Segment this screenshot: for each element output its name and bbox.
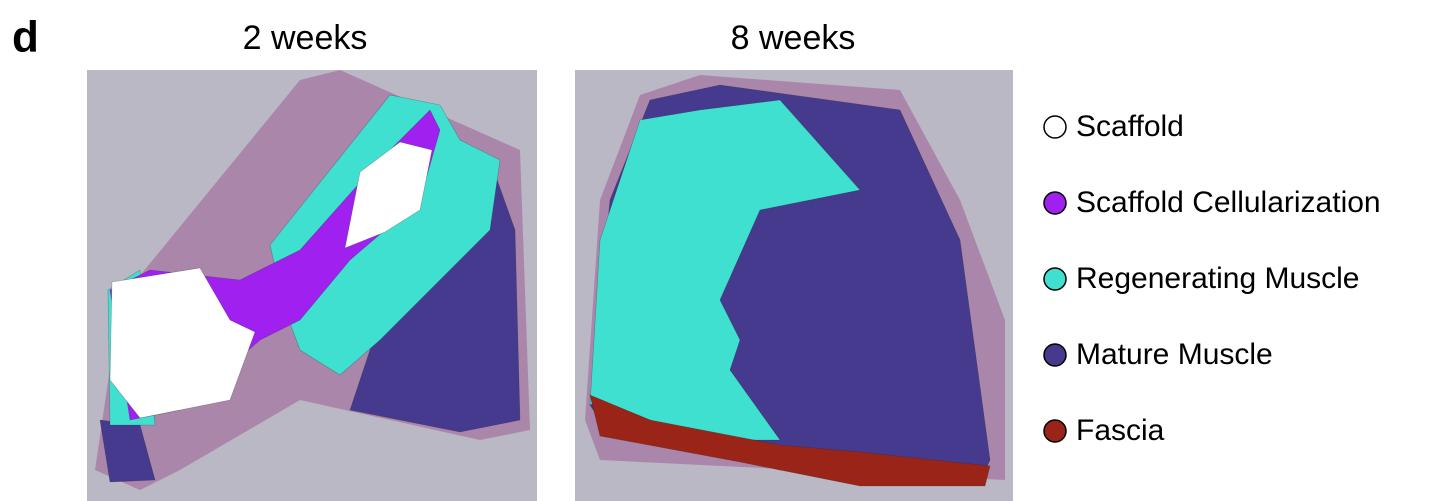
legend-swatch [1044, 344, 1066, 366]
legend-label: Scaffold [1076, 110, 1184, 143]
legend-label: Scaffold Cellularization [1076, 186, 1381, 219]
tissue-image [87, 70, 537, 501]
legend-label: Regenerating Muscle [1076, 262, 1360, 295]
legend-swatch [1044, 116, 1066, 138]
tissue-image [575, 70, 1013, 501]
panel-title: 8 weeks [731, 19, 856, 57]
panel-label: d [12, 13, 39, 62]
legend-swatch [1044, 268, 1066, 290]
legend-label: Fascia [1076, 414, 1165, 447]
legend-swatch [1044, 192, 1066, 214]
legend-label: Mature Muscle [1076, 338, 1273, 371]
legend: Scaffold Scaffold Cellularization Regenera… [1044, 110, 1381, 447]
figure: d 2 weeks 8 weeks Scaffold Scaffold Cellu… [0, 0, 1455, 501]
panel-title: 2 weeks [243, 19, 368, 57]
legend-swatch [1044, 420, 1066, 442]
